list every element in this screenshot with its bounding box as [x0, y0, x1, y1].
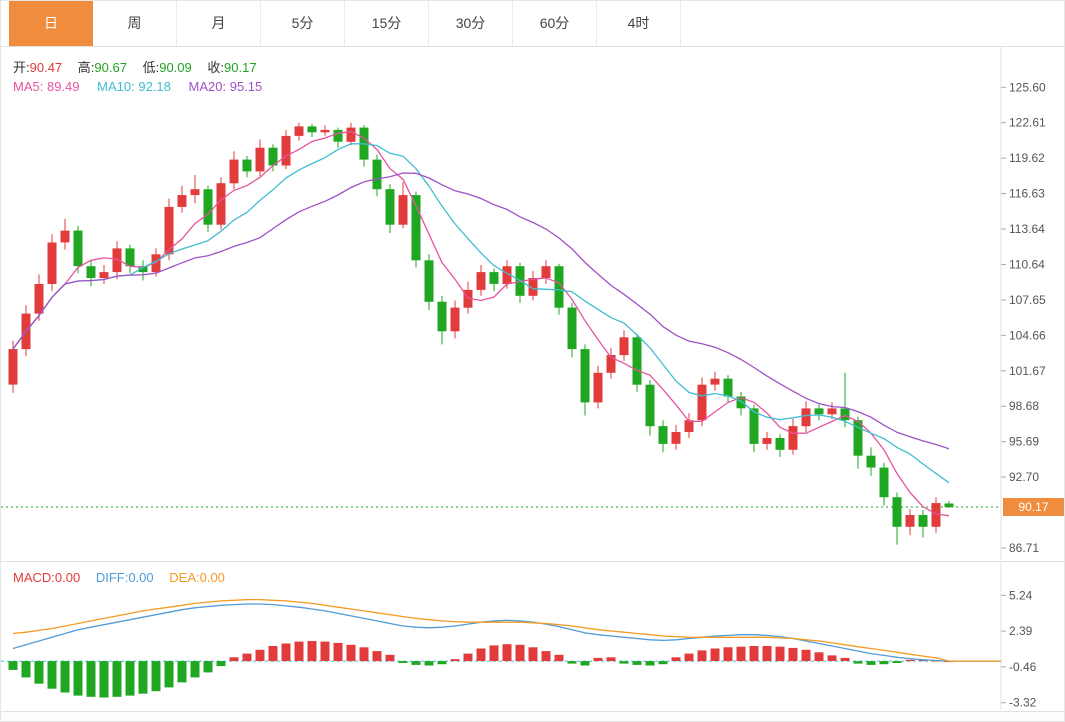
macd-chart[interactable]: 5.24 2.39 -0.46 -3.32 — [1, 562, 1065, 710]
candles-group — [8, 122, 954, 545]
current-price-tag: 90.17 — [1003, 498, 1064, 517]
tab-60min[interactable]: 60分 — [513, 1, 597, 46]
open-value: 90.47 — [29, 60, 63, 75]
tab-month[interactable]: 月 — [177, 1, 261, 46]
macd-legend: MACD:0.00 DIFF:0.00 DEA:0.00 — [13, 570, 237, 585]
ma5-label: MA5: — [13, 79, 44, 94]
y-axis-label: 104.66 — [1009, 328, 1046, 342]
tab-5min[interactable]: 5分 — [261, 1, 345, 46]
tab-day[interactable]: 日 — [9, 1, 93, 46]
y-axis-label: 107.65 — [1009, 293, 1046, 307]
macd-panel[interactable]: 5.24 2.39 -0.46 -3.32 MACD:0.00 DIFF:0.00 D… — [1, 562, 1064, 712]
macd-label: MACD: — [13, 570, 55, 585]
tab-15min[interactable]: 15分 — [345, 1, 429, 46]
y-axis-label: -3.32 — [1009, 696, 1037, 710]
ma5-value: 89.49 — [46, 79, 80, 94]
ma10-label: MA10: — [97, 79, 135, 94]
ma20-label: MA20: — [188, 79, 227, 94]
low-value: 90.09 — [159, 60, 192, 75]
y-axis-label: 101.67 — [1009, 364, 1046, 378]
bottom-strip — [1, 712, 1064, 721]
high-value: 90.67 — [94, 60, 127, 75]
y-axis-label: 92.70 — [1009, 470, 1039, 484]
low-label: 低: — [142, 60, 160, 75]
y-axis-label: 98.68 — [1009, 399, 1039, 413]
y-axis-label: 2.39 — [1009, 624, 1033, 638]
tab-30min[interactable]: 30分 — [429, 1, 513, 46]
ma-line-10 — [12, 143, 950, 484]
open-label: 开: — [13, 60, 30, 75]
y-axis-label: 113.64 — [1009, 222, 1045, 236]
dea-value: 0.00 — [199, 570, 225, 585]
ma10-value: 92.18 — [138, 79, 171, 94]
y-axis-label: 5.24 — [1009, 588, 1033, 602]
dea-label: DEA: — [169, 570, 200, 585]
high-label: 高: — [77, 60, 95, 75]
ma20-value: 95.15 — [229, 79, 263, 94]
close-label: 收: — [207, 60, 225, 75]
tab-4hour[interactable]: 4时 — [597, 1, 681, 46]
y-axis-label: 119.62 — [1009, 151, 1045, 165]
dea-line — [12, 598, 1001, 662]
candlestick-chart[interactable]: 125.60 122.61 119.62 116.63 113.64 110.64 107.… — [1, 47, 1065, 560]
y-axis-label: 86.71 — [1009, 541, 1039, 555]
y-axis-label: 110.64 — [1009, 258, 1045, 272]
ohlc-legend: 开:90.47 高:90.67 低:90.09 收:90.17 — [13, 57, 269, 76]
diff-value: 0.00 — [128, 570, 154, 585]
diff-line — [12, 603, 1001, 662]
tab-week[interactable]: 周 — [93, 1, 177, 46]
y-axis-label: 116.63 — [1009, 187, 1045, 201]
y-axis-label: -0.46 — [1009, 660, 1037, 674]
price-chart-panel[interactable]: 125.60 122.61 119.62 116.63 113.64 110.64 107.… — [1, 47, 1064, 562]
ma-legend: MA5: 89.49 MA10: 92.18 MA20: 95.15 — [13, 79, 276, 94]
macd-value: 0.00 — [54, 570, 81, 585]
macd-histogram-group — [8, 641, 954, 698]
timeframe-tabbar: 日 周 月 5分 15分 30分 60分 4时 — [1, 1, 1064, 47]
y-axis-label: 125.60 — [1009, 80, 1046, 94]
close-value: 90.17 — [224, 60, 257, 75]
ma-line-5 — [12, 130, 950, 517]
ma-line-20 — [12, 172, 950, 450]
diff-label: DIFF: — [95, 570, 129, 585]
y-axis-label: 122.61 — [1009, 116, 1046, 130]
y-axis-label: 95.69 — [1009, 435, 1039, 449]
